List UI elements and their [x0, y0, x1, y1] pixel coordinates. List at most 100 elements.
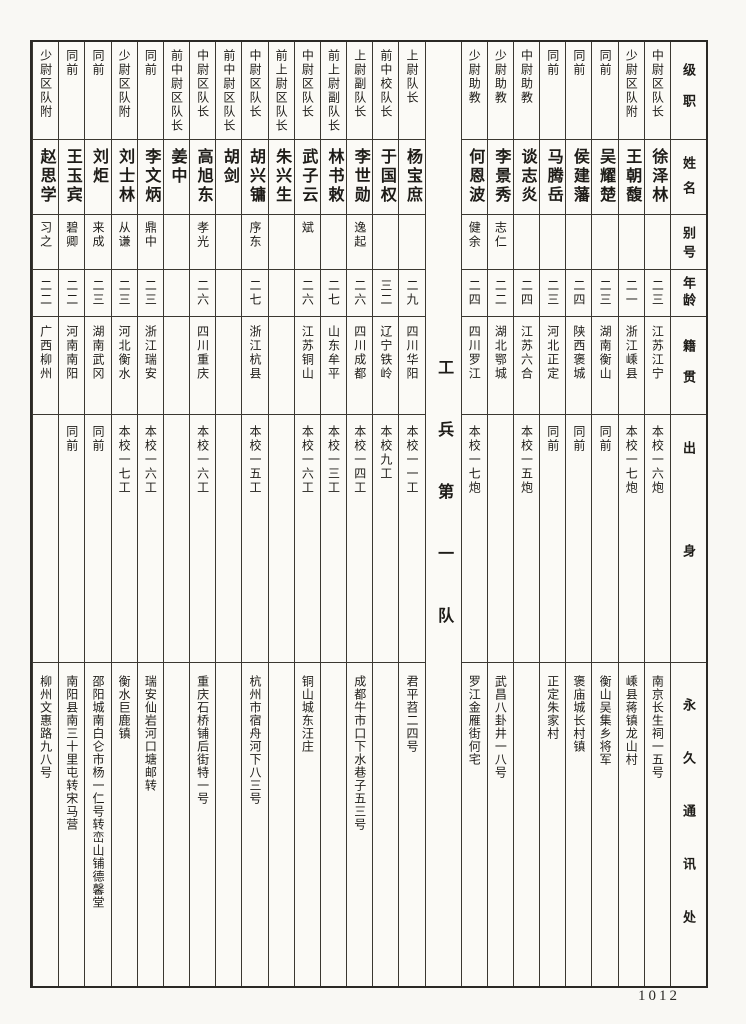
header-rank: 级职: [671, 42, 706, 139]
cell-name: 刘炬: [85, 139, 111, 214]
cell-name: 李景秀: [487, 139, 513, 214]
cell-age: 二九: [399, 269, 425, 316]
cell-name: 于国权: [373, 139, 399, 214]
person-age: 二三: [650, 279, 665, 307]
person-address: 武昌八卦井一八号: [493, 675, 508, 779]
cell-alias: [513, 214, 540, 269]
cell-alias: [566, 214, 592, 269]
person-age: 二二: [64, 279, 79, 307]
cell-native-place: 四川重庆: [190, 316, 216, 414]
person-native_place: 湖北鄂城: [493, 325, 508, 381]
cell-age: 三二: [373, 269, 399, 316]
person-column: 少尉助教 李景秀 志仁 二二 湖北鄂城 武昌八卦井一八号: [486, 42, 513, 986]
person-address: 柳州文惠路九八号: [38, 675, 53, 779]
cell-alias: 健余: [461, 214, 487, 269]
person-name: 徐泽林: [649, 148, 667, 205]
person-address: 南京长生祠一五号: [650, 675, 665, 779]
person-background: 本校一一工: [405, 425, 420, 495]
cell-rank: 少尉助教: [462, 42, 487, 139]
header-address-label: 永久通讯处: [681, 698, 696, 963]
cell-background: 本校一三工: [320, 414, 347, 662]
person-name: 李世勋: [351, 148, 369, 205]
cell-background: 同前: [59, 414, 85, 662]
cell-rank: 前中尉区队长: [164, 42, 189, 139]
person-native_place: 浙江嵊县: [624, 325, 639, 381]
cell-background: [163, 414, 190, 662]
person-name: 赵思学: [37, 148, 55, 205]
cell-address: 君平苕二四号: [399, 662, 425, 986]
person-address: 衡水巨鹿镇: [117, 675, 132, 740]
cell-alias: 鼎中: [137, 214, 163, 269]
cell-age: 二七: [242, 269, 268, 316]
cell-native-place: [216, 316, 242, 414]
person-native_place: 陕西褒城: [571, 325, 586, 381]
cell-name: 杨宝庶: [399, 139, 425, 214]
cell-name: 高旭东: [190, 139, 216, 214]
person-background: 本校一六工: [195, 425, 210, 495]
cell-name: 朱兴生: [268, 139, 294, 214]
person-background: 本校一七工: [117, 425, 132, 495]
person-native_place: 四川罗江: [467, 325, 482, 381]
person-native_place: 四川华阳: [405, 325, 420, 381]
cell-address: [163, 662, 190, 986]
person-alias: 孝光: [195, 221, 210, 249]
cell-age: 二七: [320, 269, 347, 316]
person-name: 姜中: [168, 148, 186, 186]
person-native_place: 江苏江宁: [650, 325, 665, 381]
cell-rank: 同前: [566, 42, 591, 139]
person-column: 前中校队长 于国权 三二 辽宁铁岭 本校九工: [372, 42, 399, 986]
header-rank-label: 级职: [681, 63, 696, 125]
person-column: 同前 吴耀楚 二三 湖南衡山 同前 衡山吴集乡将军: [591, 42, 618, 986]
cell-rank: 前上尉区队长: [269, 42, 294, 139]
person-rank: 前上尉区队长: [274, 49, 289, 133]
cell-native-place: 山东牟平: [320, 316, 347, 414]
person-rank: 同前: [545, 49, 560, 77]
person-background: 本校一六工: [143, 425, 158, 495]
cell-rank: 少尉区队附: [619, 42, 644, 139]
person-background: 同前: [64, 425, 79, 453]
person-native_place: 辽宁铁岭: [378, 325, 393, 381]
person-age: 二七: [248, 279, 262, 307]
cell-rank: 少尉区队附: [33, 42, 58, 139]
cell-address: 成都牛市口下水巷子五三号: [347, 662, 373, 986]
person-background: 本校一五工: [248, 425, 262, 495]
cell-native-place: 浙江杭县: [242, 316, 268, 414]
cell-alias: [320, 214, 347, 269]
header-native-label: 籍贯: [681, 338, 696, 401]
header-native-place: 籍贯: [671, 316, 706, 414]
person-column: 前中尉区队长 姜中: [162, 42, 190, 986]
person-rank: 中尉区队长: [195, 49, 210, 119]
person-rank: 前中校队长: [378, 49, 393, 119]
cell-rank: 同前: [138, 42, 163, 139]
person-native_place: 浙江杭县: [248, 325, 262, 381]
cell-age: 二四: [566, 269, 592, 316]
cell-address: 衡山吴集乡将军: [592, 662, 618, 986]
cell-address: 武昌八卦井一八号: [487, 662, 513, 986]
person-column: 中尉区队长 胡兴镛 序东 二七 浙江杭县 本校一五工 杭州市宿舟河下八三号: [241, 42, 268, 986]
cell-age: 二三: [644, 269, 670, 316]
cell-native-place: 浙江嵊县: [618, 316, 644, 414]
cell-background: 同前: [540, 414, 566, 662]
cell-native-place: 河北衡水: [111, 316, 137, 414]
person-name: 林书敕: [325, 148, 343, 205]
person-rank: 同前: [598, 49, 613, 77]
cell-age: 二四: [461, 269, 487, 316]
cell-native-place: 四川成都: [347, 316, 373, 414]
cell-alias: 来成: [85, 214, 111, 269]
cell-native-place: 江苏江宁: [644, 316, 670, 414]
cell-name: 何恩波: [461, 139, 487, 214]
cell-alias: [216, 214, 242, 269]
person-age: 二三: [143, 279, 158, 307]
cell-background: 本校一五工: [242, 414, 268, 662]
person-age: 二三: [598, 279, 613, 307]
person-rank: 中尉区队长: [300, 49, 315, 119]
cell-address: 瑞安仙岩河口塘邮转: [137, 662, 163, 986]
person-address: 杭州市宿舟河下八三号: [248, 675, 262, 805]
person-age: 三二: [378, 279, 393, 307]
cell-name: 林书敕: [320, 139, 347, 214]
cell-rank: 同前: [85, 42, 110, 139]
cell-native-place: 湖南衡山: [592, 316, 618, 414]
person-rank: 中尉区队长: [650, 49, 665, 119]
person-address: 邵阳城南白仑市杨一仁号转峦山铺德馨堂: [90, 675, 105, 909]
cell-name: 马腾岳: [540, 139, 566, 214]
